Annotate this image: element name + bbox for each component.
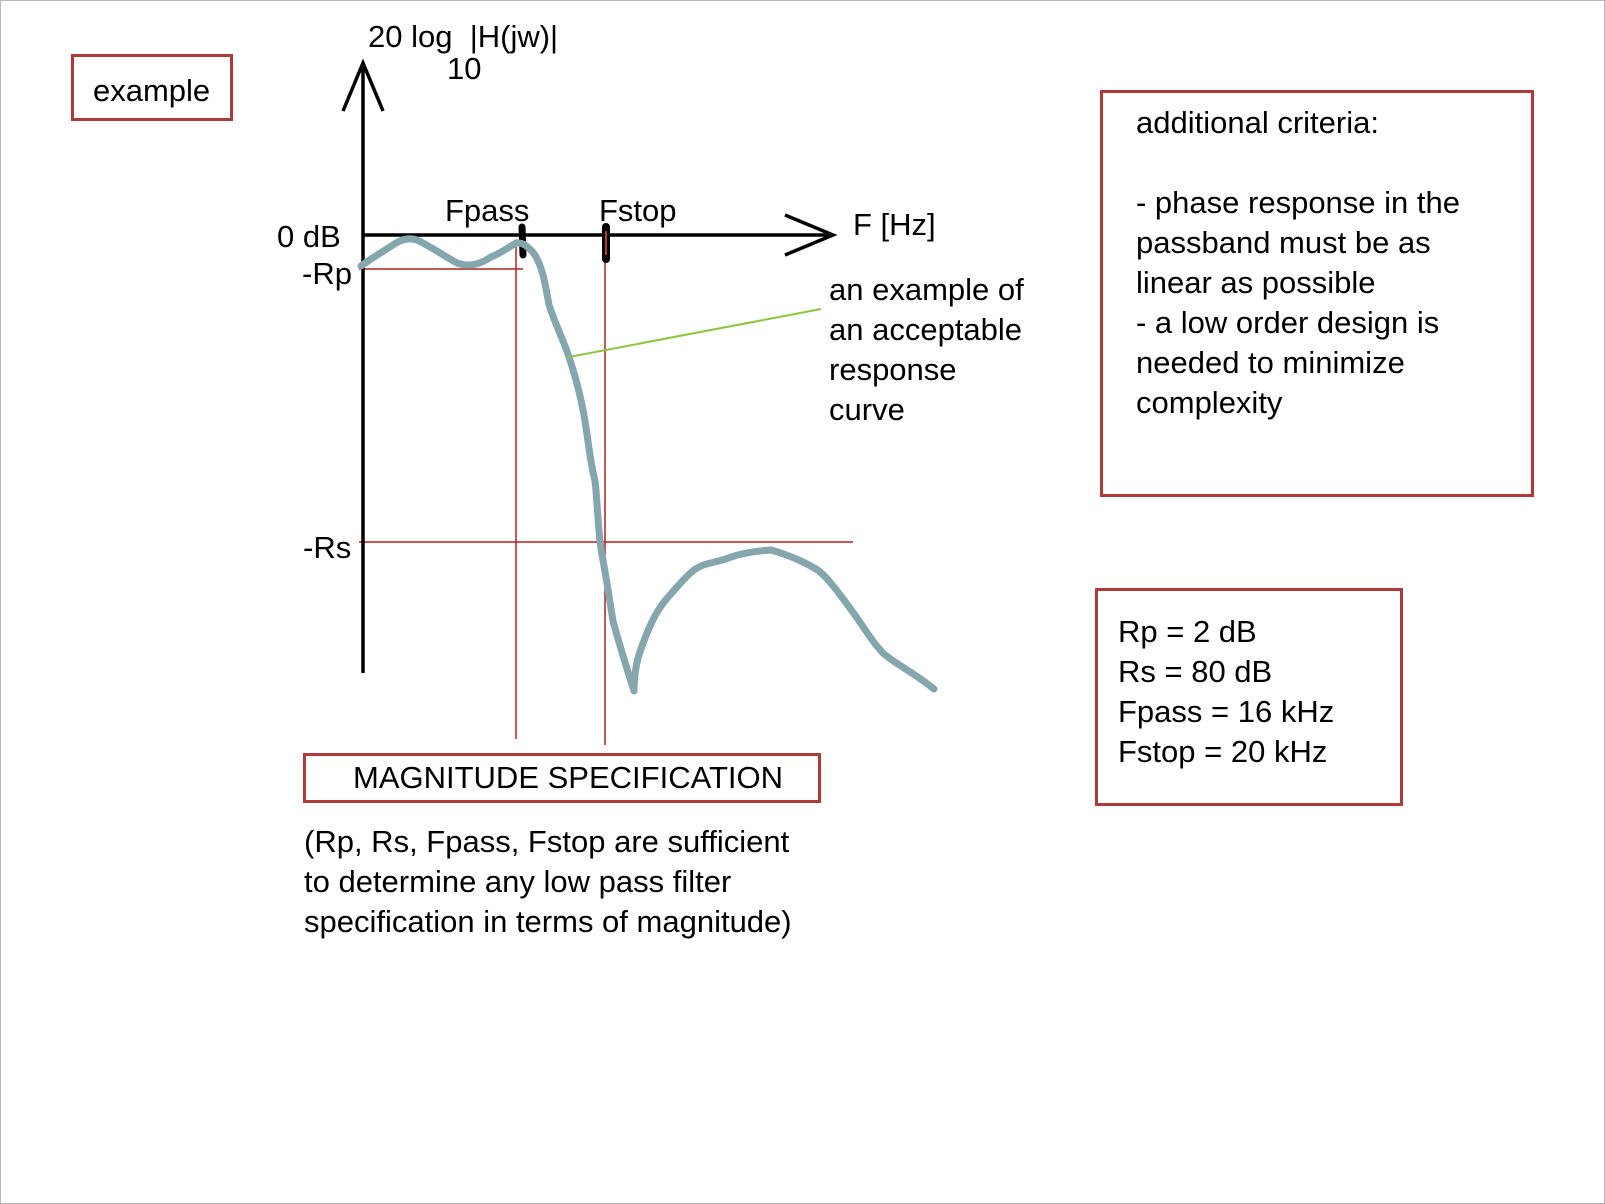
param-fpass: Fpass = 16 kHz <box>1118 694 1335 729</box>
fstop-label: Fstop <box>599 193 677 228</box>
param-rs: Rs = 80 dB <box>1118 654 1273 689</box>
y-axis-log-subscript: 10 <box>447 51 482 86</box>
minus-rp-label: -Rp <box>302 256 352 291</box>
annotation-pointer <box>568 308 822 358</box>
criteria-text: additional criteria: - phase response in… <box>1136 105 1460 420</box>
criteria-box <box>1100 90 1534 497</box>
response-curve <box>357 235 938 695</box>
parameters-list: Rp = 2 dB Rs = 80 dB Fpass = 16 kHz Fsto… <box>1118 612 1334 772</box>
magnitude-spec-box <box>303 753 821 803</box>
y-axis-label: 20 log |H(jw)| <box>368 19 559 54</box>
example-box <box>71 54 233 121</box>
param-rp: Rp = 2 dB <box>1118 614 1257 649</box>
x-axis-label: F [Hz] <box>853 207 936 242</box>
example-label: example <box>93 73 211 108</box>
y-axis-arrowhead <box>341 58 385 112</box>
magnitude-note: (Rp, Rs, Fpass, Fstop are sufficient to … <box>304 824 792 939</box>
x-axis-arrowhead <box>784 213 838 257</box>
fpass-label: Fpass <box>445 193 530 228</box>
param-fstop: Fstop = 20 kHz <box>1118 734 1328 769</box>
magnitude-spec-title: MAGNITUDE SPECIFICATION <box>353 760 784 795</box>
parameters-box <box>1095 588 1403 806</box>
zero-db-label: 0 dB <box>277 219 341 254</box>
minus-rs-label: -Rs <box>303 530 352 565</box>
curve-annotation: an example of an acceptable response cur… <box>829 272 1024 427</box>
